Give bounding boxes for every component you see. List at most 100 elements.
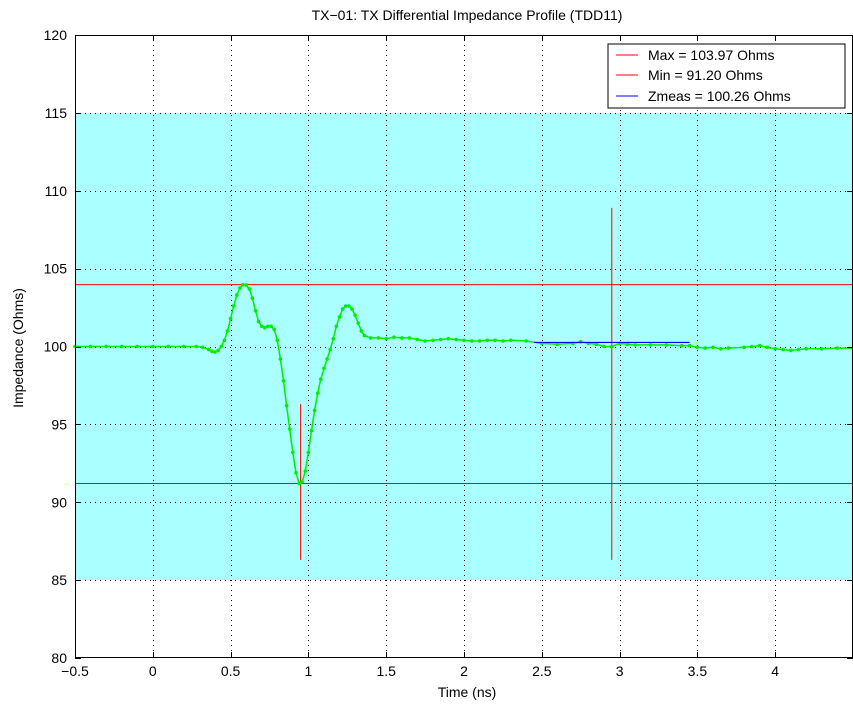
data-point (297, 481, 301, 486)
data-point (319, 377, 323, 382)
data-point (207, 347, 211, 352)
data-point (384, 336, 389, 341)
data-point (431, 338, 435, 343)
data-point (284, 403, 289, 408)
x-tick-label: 2 (460, 663, 468, 679)
data-point (343, 304, 348, 308)
data-point (454, 337, 459, 342)
data-point (524, 339, 528, 343)
data-point (322, 366, 326, 371)
data-point (263, 326, 267, 330)
data-point (804, 347, 809, 351)
data-point (789, 348, 793, 353)
data-point (228, 316, 233, 321)
data-point (438, 337, 443, 342)
data-point (166, 344, 171, 349)
x-tick-label: −0.5 (61, 663, 89, 679)
data-point (633, 343, 637, 347)
data-point (315, 391, 320, 396)
legend-label-max: Max = 103.97 Ohms (648, 47, 774, 63)
legend-label-zmeas: Zmeas = 100.26 Ohms (648, 88, 791, 104)
data-point (392, 335, 396, 340)
data-point (222, 338, 227, 343)
data-point (353, 313, 357, 318)
data-point (216, 348, 220, 353)
data-point (711, 345, 715, 350)
legend-box (607, 43, 846, 109)
data-point (501, 339, 505, 343)
data-point (368, 336, 373, 340)
data-point (337, 315, 342, 319)
data-point (241, 282, 245, 287)
data-point (610, 344, 614, 349)
data-point (765, 345, 770, 350)
data-point (238, 286, 242, 290)
data-point (726, 346, 731, 350)
data-point (664, 343, 669, 347)
data-point (182, 344, 186, 349)
legend-label-min: Min = 91.20 Ohms (648, 67, 763, 83)
data-point (757, 343, 762, 348)
data-point (312, 408, 317, 413)
data-point (269, 324, 273, 329)
data-point (328, 347, 333, 352)
data-point (485, 338, 490, 343)
data-point (703, 346, 707, 350)
data-point (835, 346, 840, 350)
x-tick-label: 4 (771, 663, 779, 679)
data-point (294, 470, 298, 475)
data-point (362, 333, 367, 338)
data-point (602, 344, 606, 349)
data-point (477, 339, 482, 343)
data-point (200, 345, 205, 350)
data-point (300, 480, 305, 484)
data-point (376, 336, 381, 340)
data-point (446, 336, 451, 341)
y-tick-label: 95 (51, 416, 67, 432)
axis-ticks (75, 35, 853, 659)
data-point (594, 342, 599, 347)
data-point (555, 342, 560, 347)
x-tick-label: 3.5 (688, 663, 708, 679)
y-tick-label: 120 (44, 27, 68, 43)
x-tick-label: 1.5 (376, 663, 396, 679)
data-point (259, 324, 264, 329)
data-point (340, 307, 345, 311)
data-point (718, 347, 723, 351)
data-point (400, 336, 404, 340)
x-tick-labels: −0.5 0 0.5 1 1.5 2 2.5 3 3.5 4 (61, 663, 779, 679)
y-tick-label: 80 (51, 650, 67, 666)
y-tick-label: 85 (51, 572, 67, 588)
data-point (687, 343, 692, 348)
data-point (275, 338, 280, 343)
plot-area (73, 35, 853, 659)
data-point (235, 293, 239, 297)
data-point (291, 450, 295, 455)
data-point (231, 304, 236, 308)
y-tick-label: 105 (44, 261, 68, 277)
y-tick-label: 90 (51, 494, 67, 510)
data-point (119, 344, 124, 349)
data-point (781, 347, 785, 352)
data-point (773, 347, 777, 351)
data-point (309, 428, 314, 433)
x-tick-label: 0 (149, 663, 157, 679)
data-point (407, 336, 412, 340)
x-tick-label: 2.5 (532, 663, 552, 679)
data-point (350, 307, 354, 311)
data-point (796, 347, 801, 352)
data-point (325, 357, 329, 361)
data-point (742, 345, 746, 350)
data-point (266, 324, 270, 329)
chart-title: TX−01: TX Differential Impedance Profile… (312, 7, 623, 23)
data-point (625, 342, 630, 347)
data-point (334, 324, 339, 329)
y-tick-label: 115 (45, 105, 68, 121)
data-point (219, 344, 224, 349)
data-point (331, 336, 336, 341)
data-point (151, 344, 155, 349)
data-point (194, 344, 199, 349)
data-point (680, 343, 684, 348)
data-point (347, 304, 351, 308)
